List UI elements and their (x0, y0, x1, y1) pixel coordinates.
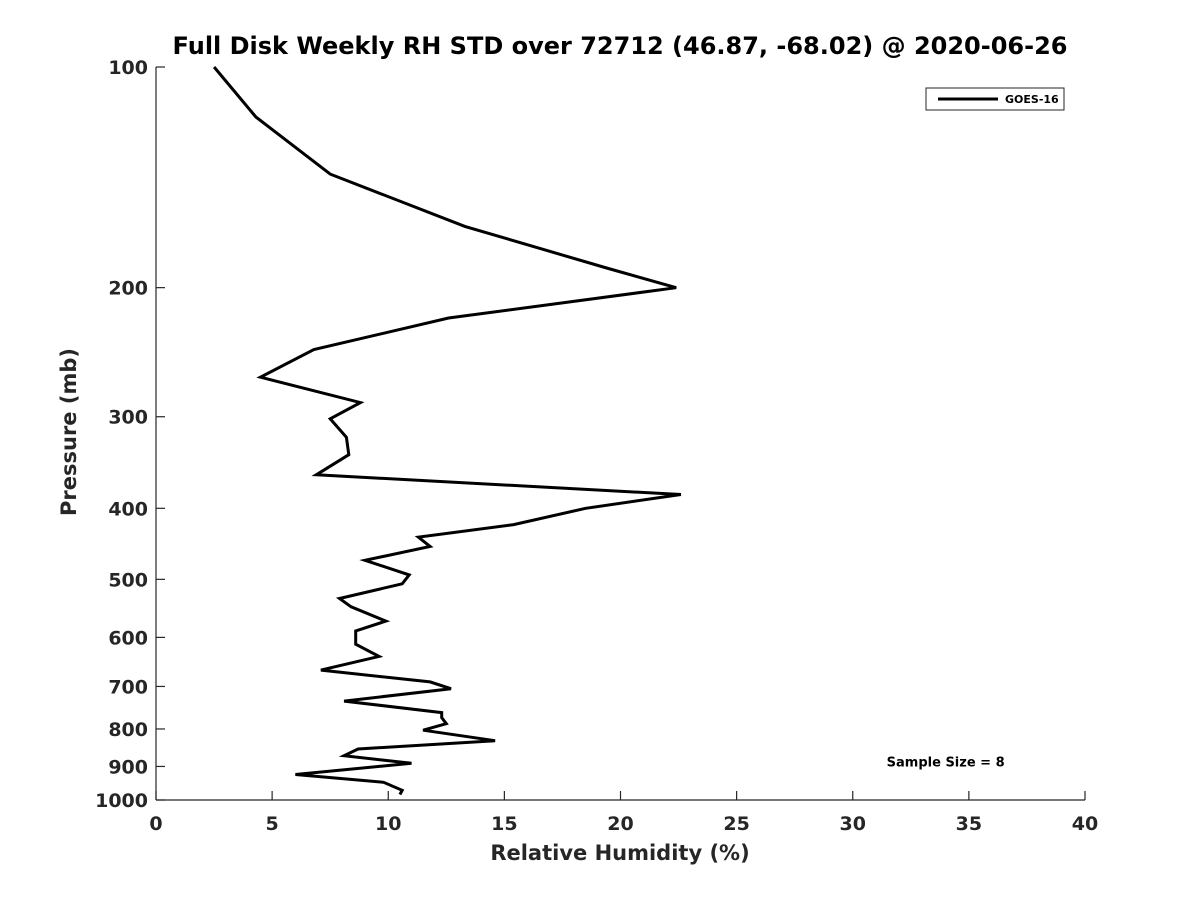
series-line-goes-16 (212, 66, 682, 796)
x-tick-label: 30 (840, 813, 866, 835)
x-tick-label: 0 (149, 813, 162, 835)
x-tick-label: 35 (956, 813, 982, 835)
x-tick-label: 20 (607, 813, 633, 835)
x-tick-label: 25 (723, 813, 749, 835)
sample-size-annotation: Sample Size = 8 (887, 755, 1005, 770)
chart-title: Full Disk Weekly RH STD over 72712 (46.8… (173, 32, 1068, 60)
plot-area (155, 67, 1085, 801)
y-tick-label: 400 (108, 498, 148, 520)
y-tick-label: 500 (108, 569, 148, 591)
y-tick-label: 900 (108, 756, 148, 778)
y-tick-label: 200 (108, 278, 148, 300)
x-tick-label: 5 (266, 813, 279, 835)
series-group (212, 66, 682, 796)
y-ticks: 100 200 300 400 500 600 700 800 900 1000 (95, 57, 165, 812)
x-tick-label: 15 (491, 813, 517, 835)
legend: GOES-16 (925, 87, 1065, 111)
y-tick-label: 1000 (95, 790, 148, 812)
x-axis-label: Relative Humidity (%) (490, 841, 749, 865)
y-tick-label: 800 (108, 719, 148, 741)
x-tick-label: 40 (1072, 813, 1098, 835)
x-tick-label: 10 (375, 813, 401, 835)
y-tick-label: 700 (108, 676, 148, 698)
x-ticks: 0 5 10 15 20 25 30 35 40 (149, 791, 1098, 835)
y-axis-label: Pressure (mb) (57, 348, 81, 516)
y-tick-label: 600 (108, 627, 148, 649)
y-tick-label: 300 (108, 407, 148, 429)
legend-label-goes-16: GOES-16 (1005, 93, 1059, 106)
y-tick-label: 100 (108, 57, 148, 79)
